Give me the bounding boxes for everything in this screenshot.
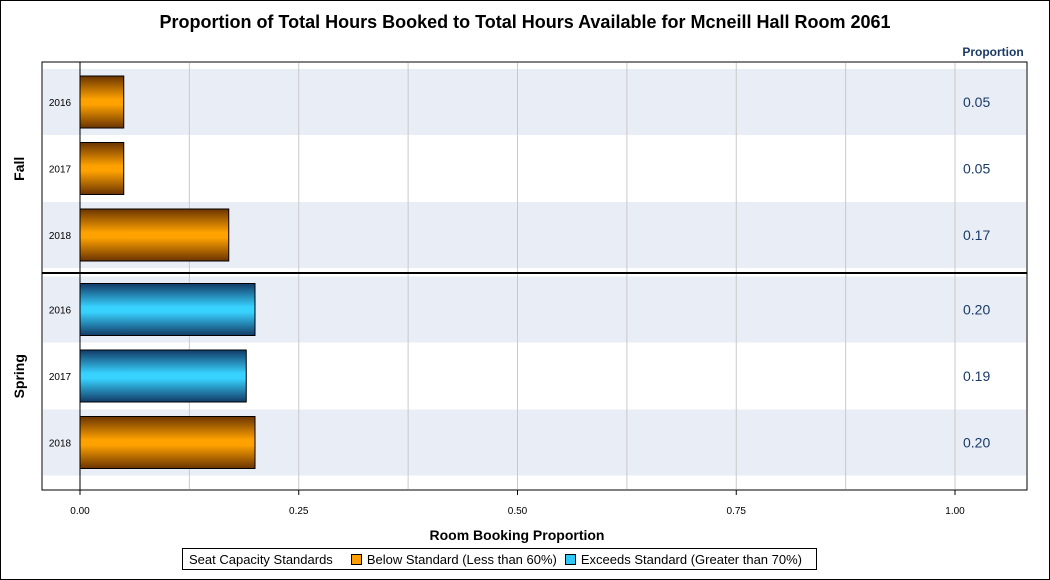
data-label: 0.17	[963, 227, 990, 243]
data-label: 0.19	[963, 368, 990, 384]
legend-label-below: Below Standard (Less than 60%)	[366, 551, 557, 567]
data-label: 0.05	[963, 94, 990, 110]
bar	[79, 416, 256, 469]
legend: Seat Capacity Standards Below Standard (…	[182, 548, 817, 570]
bar	[79, 283, 256, 336]
category-label: 2017	[49, 372, 72, 383]
legend-swatch-exceeds	[564, 553, 576, 565]
chart-title: Proportion of Total Hours Booked to Tota…	[159, 12, 890, 32]
x-tick-label: 0.00	[70, 506, 90, 517]
category-label: 2018	[49, 231, 72, 242]
legend-label-exceeds: Exceeds Standard (Greater than 70%)	[580, 551, 802, 567]
bar	[79, 142, 125, 195]
legend-title: Seat Capacity Standards	[189, 551, 333, 567]
x-tick-label: 0.25	[289, 506, 309, 517]
legend-item-exceeds: Exceeds Standard (Greater than 70%)	[564, 551, 802, 567]
row-band	[43, 69, 1026, 135]
group-label: Spring	[11, 354, 27, 398]
bar	[79, 349, 247, 403]
data-label: 0.20	[963, 435, 990, 451]
data-label: 0.05	[963, 161, 990, 177]
category-label: 2016	[49, 98, 72, 109]
x-tick-label: 0.75	[727, 506, 747, 517]
category-label: 2016	[49, 306, 72, 317]
legend-swatch-below	[350, 553, 362, 565]
x-axis-label: Room Booking Proportion	[430, 527, 605, 543]
value-column-header: Proportion	[962, 45, 1023, 59]
bar	[79, 208, 230, 262]
legend-item-below: Below Standard (Less than 60%)	[350, 551, 557, 567]
group-label: Fall	[11, 157, 27, 181]
x-tick-label: 1.00	[945, 506, 965, 517]
category-label: 2017	[49, 165, 72, 176]
bar	[79, 75, 125, 129]
category-label: 2018	[49, 439, 72, 450]
x-tick-label: 0.50	[508, 506, 528, 517]
data-label: 0.20	[963, 302, 990, 318]
